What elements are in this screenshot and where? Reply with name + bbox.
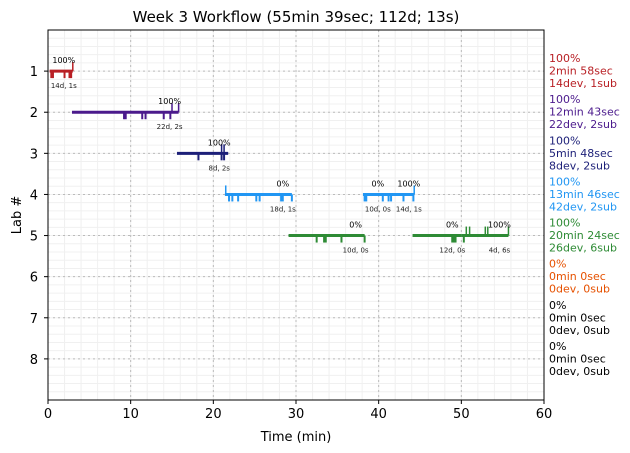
counts-label: 14d, 1s [51,82,77,90]
lab-2-summary-line: 12min 43sec [549,106,620,119]
y-tick-label: 5 [30,230,38,245]
lab-4-summary-line: 13min 46sec [549,188,620,201]
counts-label: 14d, 1s [396,205,422,213]
y-tick-label: 4 [30,188,38,203]
score-label: 0% [446,221,459,230]
score-label: 100% [488,221,511,230]
score-label: 0% [349,221,362,230]
lab-5-summary-line: 100% [549,217,580,230]
y-tick-label: 6 [30,271,38,286]
lab-3-summary-line: 5min 48sec [549,147,613,160]
lab-8-summary-line: 0% [549,340,566,353]
score-label: 0% [277,179,290,188]
y-tick-label: 3 [30,147,38,162]
x-tick-label: 10 [122,407,139,422]
counts-label: 8d, 2s [208,164,230,172]
lab-2-summary-line: 22dev, 2sub [549,118,617,131]
lab-4-summary-line: 100% [549,175,580,188]
lab-2-summary-line: 100% [549,93,580,106]
lab-1-summary-line: 2min 58sec [549,65,613,78]
lab-8-summary-line: 0dev, 0sub [549,365,610,378]
y-tick-label: 2 [30,106,38,121]
lab-1-summary-line: 14dev, 1sub [549,77,617,90]
y-axis-label: Lab # [10,196,25,235]
lab-7-summary-line: 0% [549,299,566,312]
y-tick-label: 7 [30,312,38,327]
counts-label: 10d, 0s [343,247,369,255]
score-label: 0% [371,179,384,188]
lab-5-summary-line: 26dev, 6sub [549,242,617,255]
lab-7-summary-line: 0min 0sec [549,311,606,324]
score-label: 100% [208,138,231,147]
lab-6-summary-line: 0min 0sec [549,270,606,283]
lab-3-summary-line: 8dev, 2sub [549,159,610,172]
lab-1-summary-line: 100% [549,52,580,65]
counts-label: 22d, 2s [157,123,183,131]
x-tick-label: 60 [536,407,553,422]
counts-label: 10d, 0s [365,205,391,213]
x-tick-label: 0 [44,407,52,422]
score-label: 100% [52,56,75,65]
counts-label: 18d, 1s [270,205,296,213]
lab-7-summary-line: 0dev, 0sub [549,324,610,337]
x-tick-label: 40 [370,407,387,422]
score-label: 100% [397,179,420,188]
lab-5-summary-line: 20min 24sec [549,229,620,242]
counts-label: 12d, 0s [439,247,465,255]
score-label: 100% [158,97,181,106]
lab-6-summary-line: 0% [549,258,566,271]
x-tick-label: 30 [288,407,305,422]
lab-4-summary-line: 42dev, 2sub [549,200,617,213]
y-tick-label: 1 [30,65,38,80]
x-tick-label: 20 [205,407,222,422]
lab-3-summary-line: 100% [549,134,580,147]
lab-8-summary-line: 0min 0sec [549,352,606,365]
counts-label: 4d, 6s [489,247,511,255]
lab-6-summary-line: 0dev, 0sub [549,283,610,296]
x-tick-label: 50 [453,407,470,422]
y-tick-label: 8 [30,353,38,368]
x-axis-label: Time (min) [260,430,332,445]
chart-title: Week 3 Workflow (55min 39sec; 112d; 13s) [133,8,460,26]
